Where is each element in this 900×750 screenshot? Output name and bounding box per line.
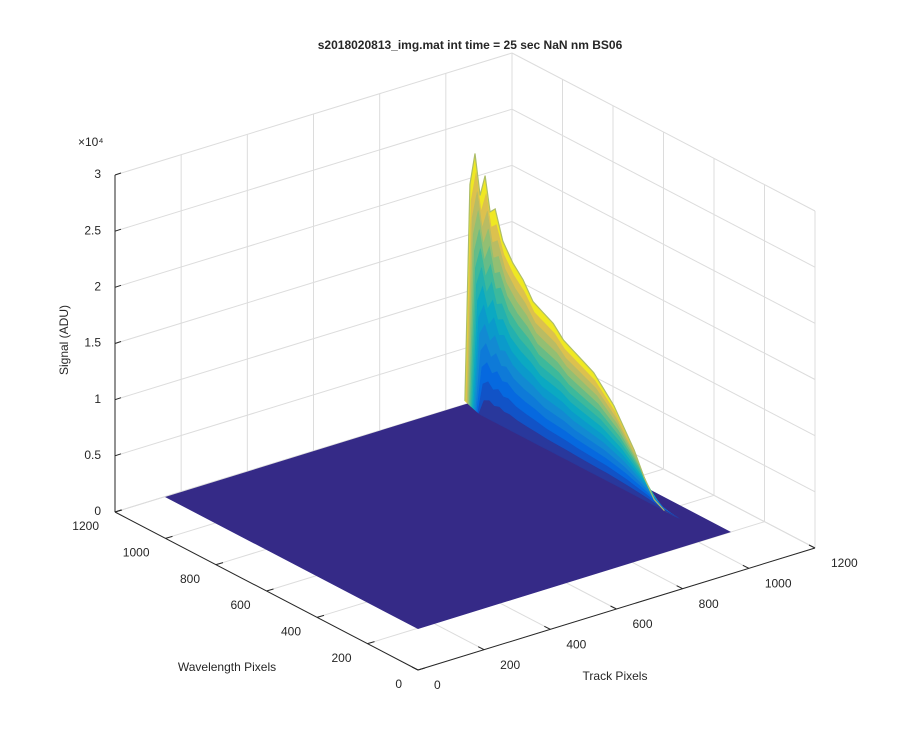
x-axis-label: Wavelength Pixels (178, 660, 276, 674)
y-axis-label: Track Pixels (583, 669, 648, 683)
y-tick-label: 0 (434, 678, 441, 692)
y-tick (544, 625, 551, 630)
x-tick (165, 535, 173, 539)
z-tick-label: 1 (94, 392, 101, 406)
y-tick (676, 585, 683, 590)
y-tick (477, 646, 485, 651)
x-tick-label: 1200 (72, 519, 99, 533)
z-tick (114, 172, 122, 176)
x-tick (417, 667, 426, 671)
z-tick (114, 228, 122, 232)
surface-layer (478, 400, 680, 519)
z-tick-label: 3 (94, 167, 101, 181)
x-tick-label: 0 (395, 677, 402, 691)
y-tick-label: 200 (500, 658, 520, 672)
y-tick (411, 666, 419, 671)
x-tick (114, 509, 123, 513)
x-tick (266, 588, 274, 592)
z-tick-label: 0.5 (84, 448, 101, 462)
x-tick-label: 200 (331, 651, 351, 665)
z-tick (114, 453, 122, 457)
y-tick-label: 1200 (831, 556, 858, 570)
surface-ridge (464, 153, 665, 512)
z-exponent: ×10⁴ (78, 135, 104, 149)
x-tick (215, 562, 224, 566)
z-tick (114, 397, 122, 401)
chart-title: s2018020813_img.mat int time = 25 sec Na… (318, 38, 623, 52)
surface (464, 153, 680, 519)
z-tick (114, 341, 122, 344)
y-tick-label: 1000 (765, 577, 792, 591)
surface-floor (165, 400, 731, 629)
z-tick-label: 2.5 (84, 223, 101, 237)
y-tick-label: 800 (699, 597, 719, 611)
y-tick (742, 564, 750, 569)
x-tick-label: 800 (180, 572, 200, 586)
x-tick (367, 641, 375, 645)
z-tick-label: 1.5 (84, 336, 101, 350)
x-tick-label: 1000 (123, 546, 150, 560)
y-tick-label: 400 (566, 638, 586, 652)
x-tick-label: 400 (281, 625, 301, 639)
z-tick (114, 284, 122, 288)
y-tick (808, 544, 816, 549)
z-tick-label: 0 (94, 504, 101, 518)
x-tick (316, 614, 325, 618)
z-axis-label: Signal (ADU) (57, 305, 71, 375)
y-tick (610, 605, 617, 610)
y-tick-label: 600 (633, 617, 653, 631)
z-tick-label: 2 (94, 280, 101, 294)
axes: 00.511.522.53020040060080010001200020040… (72, 167, 858, 692)
x-tick-label: 600 (230, 598, 250, 612)
